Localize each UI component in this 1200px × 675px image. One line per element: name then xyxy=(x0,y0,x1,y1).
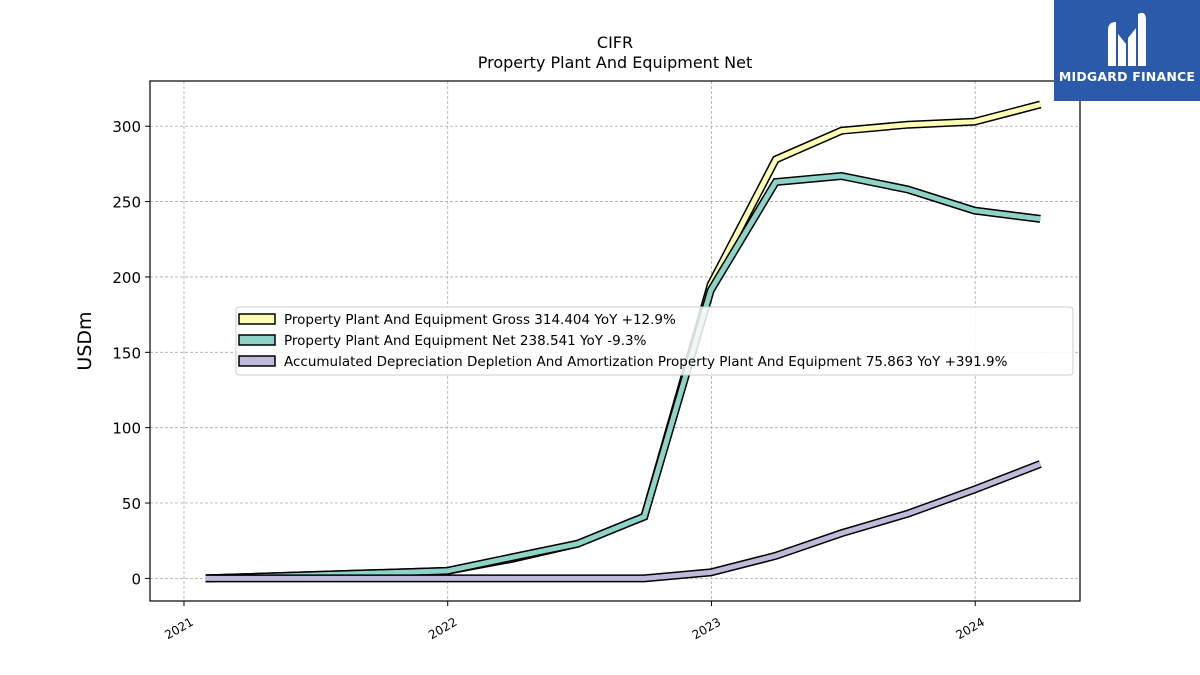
y-tick-label: 0 xyxy=(131,570,141,588)
y-axis-label: USDm xyxy=(74,311,96,370)
y-tick-label: 150 xyxy=(112,344,141,362)
series-line-3 xyxy=(205,461,1042,581)
legend-entry-1: Property Plant And Equipment Gross 314.4… xyxy=(284,312,676,328)
legend-swatch-2 xyxy=(238,334,276,346)
y-tick-label: 100 xyxy=(112,420,141,438)
y-tick-label: 200 xyxy=(112,269,141,287)
legend-swatch-1 xyxy=(238,313,276,325)
series-lines xyxy=(205,100,1042,583)
x-tick-label: 2021 xyxy=(162,615,195,642)
brand-logo: MIDGARD FINANCE xyxy=(1054,0,1200,101)
y-tick-label: 50 xyxy=(122,495,141,513)
y-tick-label: 250 xyxy=(112,194,141,212)
axis-ticks: 0 50 100 150 200 250 300 2021 2022 2023 2024 xyxy=(112,118,987,642)
chart-title: CIFR xyxy=(597,33,633,52)
series-line-2 xyxy=(205,173,1041,581)
series-line-outline-2 xyxy=(205,171,1041,583)
legend-swatch-3 xyxy=(238,355,276,367)
y-tick-label: 300 xyxy=(112,118,141,136)
logo-text: MIDGARD FINANCE xyxy=(1058,69,1196,84)
legend: Property Plant And Equipment Gross 314.4… xyxy=(235,306,1074,376)
legend-entry-2: Property Plant And Equipment Net 238.541… xyxy=(284,333,647,349)
x-tick-label: 2022 xyxy=(426,615,459,642)
chart-subtitle: Property Plant And Equipment Net xyxy=(478,53,753,72)
midgard-logo-icon xyxy=(1108,12,1146,66)
x-tick-label: 2024 xyxy=(953,615,986,642)
plot-frame xyxy=(149,80,1081,602)
x-tick-label: 2023 xyxy=(690,615,723,642)
legend-box xyxy=(235,306,1074,376)
legend-entry-3: Accumulated Depreciation Depletion And A… xyxy=(284,354,1008,370)
